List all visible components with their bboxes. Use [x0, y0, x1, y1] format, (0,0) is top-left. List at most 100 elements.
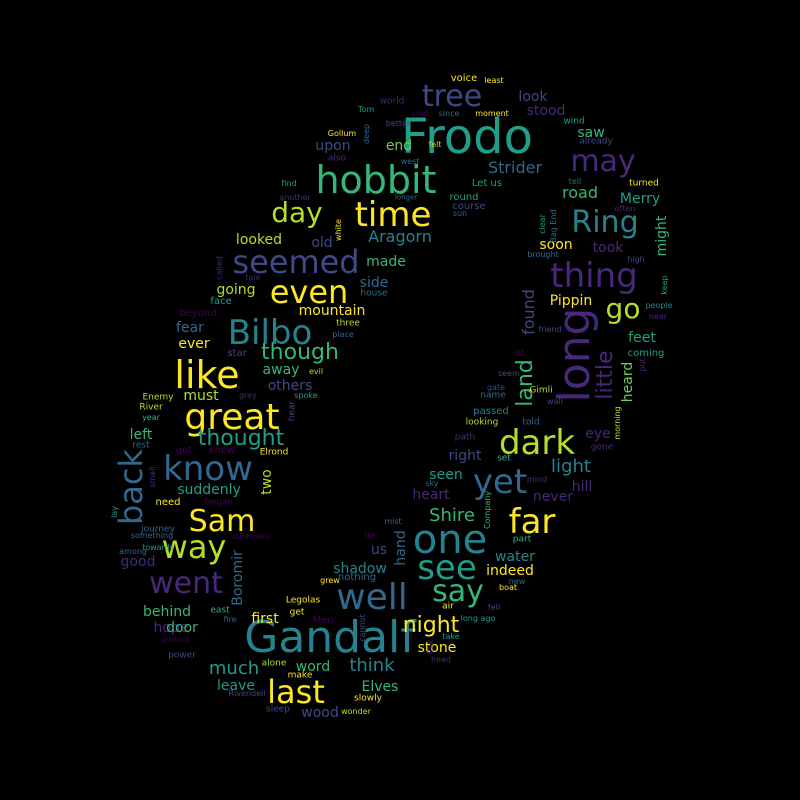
cloud-word-much: much [208, 658, 260, 679]
cloud-word-coming: coming [627, 348, 665, 359]
cloud-word-soon: soon [539, 237, 573, 253]
cloud-word-company: Company [483, 490, 492, 530]
cloud-word-word: word [295, 659, 331, 675]
cloud-word-hill: hill [571, 479, 593, 495]
cloud-word-wall: wall [547, 397, 563, 406]
cloud-word-seem: seem [498, 369, 520, 378]
cloud-word-upon: upon [315, 138, 351, 154]
cloud-word-clear: clear [538, 214, 547, 234]
cloud-word-part: part [512, 534, 532, 545]
cloud-word-us: us [370, 542, 388, 558]
cloud-word-fell: fell [487, 603, 501, 612]
cloud-word-road: road [562, 183, 598, 202]
cloud-word-great: great [184, 397, 280, 438]
cloud-word-old: old [311, 235, 333, 251]
cloud-word-place: place [332, 330, 354, 339]
cloud-word-brought: brought [527, 250, 559, 259]
cloud-word-suddenly: suddenly [177, 482, 241, 498]
cloud-word-friend: friend [538, 325, 562, 334]
cloud-word-path: path [454, 432, 476, 443]
cloud-word-find: find [281, 179, 297, 188]
cloud-word-hand: hand [393, 530, 409, 566]
cloud-word-gandalf: Gandalf [244, 612, 416, 663]
cloud-word-two: two [259, 469, 275, 495]
cloud-word-power: power [168, 650, 196, 661]
cloud-word-sky: sky [425, 479, 439, 488]
cloud-word-left: left [129, 427, 153, 443]
cloud-word-pippin: Pippin [549, 293, 593, 309]
cloud-word-world: world [379, 96, 405, 107]
cloud-word-deep: deep [362, 124, 371, 144]
cloud-word-wind: wind [563, 116, 585, 127]
cloud-word-stood: stood [526, 103, 566, 119]
cloud-word-tree: tree [421, 79, 483, 114]
cloud-word-need: need [155, 497, 181, 508]
cloud-word-three: three [336, 318, 360, 329]
cloud-word-get: get [289, 607, 305, 618]
cloud-word-seemed: seemed [232, 243, 360, 281]
cloud-word-name: name [480, 390, 506, 401]
cloud-word-cold: cold [411, 109, 429, 118]
cloud-word-darkness: darkness [232, 532, 270, 541]
cloud-word-may: may [570, 144, 636, 179]
cloud-word-take: take [442, 632, 460, 641]
cloud-word-door: door [166, 620, 198, 636]
cloud-word-another: another [279, 193, 311, 202]
cloud-word-aragorn: Aragorn [368, 227, 432, 246]
cloud-word-ring: Ring [571, 205, 639, 240]
cloud-word-hobbit: hobbit [315, 158, 437, 202]
cloud-word-thought: thought [197, 426, 285, 451]
cloud-word-knew: knew [208, 445, 236, 456]
cloud-word-air: air [442, 601, 454, 612]
cloud-word-cannot: cannot [358, 614, 367, 642]
cloud-word-shire: Shire [429, 505, 475, 526]
cloud-word-must: must [183, 388, 219, 404]
cloud-word-mind: mind [526, 475, 548, 484]
cloud-word-ground: ground [160, 635, 190, 644]
cloud-word-beyond: beyond [179, 308, 217, 319]
cloud-word-west: west [400, 157, 420, 166]
cloud-word-keep: keep [660, 275, 669, 295]
cloud-word-far: far [508, 502, 556, 542]
cloud-word-went: went [149, 566, 223, 601]
cloud-word-also: also [327, 153, 347, 164]
cloud-word-people: people [645, 301, 673, 310]
cloud-word-felt: felt [428, 140, 442, 149]
cloud-word-go: go [605, 292, 641, 325]
cloud-word-passed: passed [473, 406, 509, 417]
cloud-word-face: face [210, 296, 232, 307]
cloud-word-wonder: wonder [341, 707, 371, 716]
cloud-word-least: least [484, 76, 504, 85]
cloud-word-eye: eye [585, 426, 611, 442]
cloud-word-yet: yet [472, 462, 528, 502]
cloud-word-day: day [271, 196, 323, 229]
cloud-word-enemy: Enemy [142, 392, 174, 403]
cloud-word-back: back [112, 448, 150, 526]
cloud-word-voice: voice [450, 73, 478, 84]
cloud-word-tom: Tom [357, 105, 375, 114]
cloud-word-away: away [262, 362, 300, 378]
cloud-word-first: first [251, 611, 279, 627]
cloud-word-mountain: mountain [298, 303, 366, 319]
cloud-word-set: set [497, 453, 511, 464]
cloud-word-light: light [551, 456, 591, 477]
cloud-word-white: white [334, 219, 343, 241]
cloud-word-hope: hope [153, 620, 189, 636]
cloud-word-towards: towards [142, 543, 174, 552]
cloud-word-since: since [438, 109, 460, 118]
cloud-word-wood: wood [301, 705, 339, 721]
cloud-word-elrond: Elrond [259, 447, 289, 458]
cloud-word-say: say [432, 574, 484, 609]
cloud-word-though: though [261, 340, 339, 365]
cloud-word-boat: boat [498, 583, 518, 592]
cloud-word-thing: thing [550, 256, 638, 296]
cloud-word-let: let [513, 348, 525, 357]
cloud-word-took: took [592, 240, 624, 256]
cloud-word-let-us: Let us [471, 178, 503, 189]
cloud-word-often: often [614, 204, 636, 213]
cloud-word-got: got [175, 445, 193, 456]
cloud-word-already: already [579, 136, 613, 147]
cloud-word-elves: Elves [361, 679, 399, 695]
cloud-word-course: course [452, 201, 486, 212]
